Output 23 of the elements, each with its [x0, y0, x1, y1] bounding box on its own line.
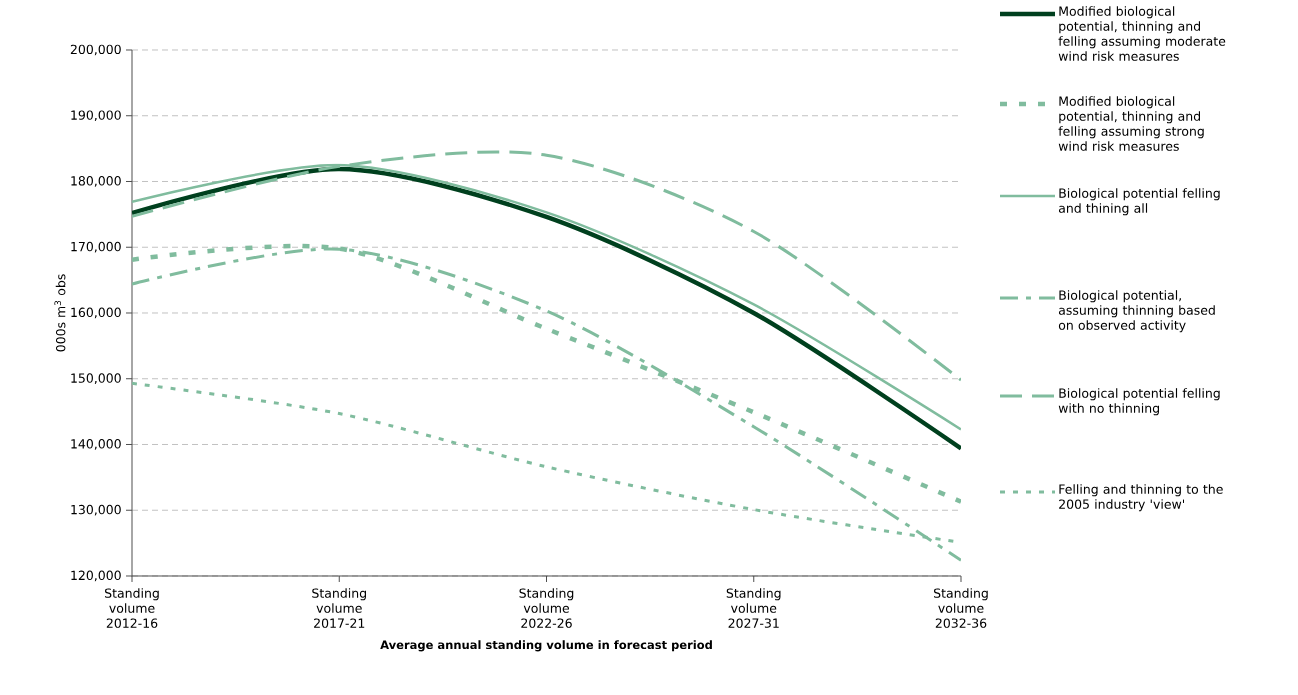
x-axis-title: Average annual standing volume in forecast period: [380, 640, 712, 652]
legend-label: Modified biological potential, thinning and felling assuming moderate wind risk measures: [1058, 6, 1226, 61]
y-tick-label: 120,000: [71, 570, 121, 582]
y-tick-label: 190,000: [71, 110, 121, 122]
legend-label: Felling and thinning to the 2005 industry 'view': [1059, 484, 1223, 512]
x-tick-label: Standing volume 2022-26: [519, 588, 574, 628]
legend-label: Biological potential felling and thining all: [1058, 188, 1220, 216]
y-tick-label: 150,000: [71, 373, 121, 385]
y-tick-label: 200,000: [70, 44, 121, 56]
y-axis-title: 000s m$^{3}$ obs: [54, 274, 66, 352]
x-tick-label: Standing volume 2027-31: [726, 588, 781, 628]
x-tick-label: Standing volume 2017-21: [312, 588, 366, 628]
x-tick-label: Standing volume 2032-36: [933, 588, 988, 628]
legend-label: Biological potential felling with no thinning: [1058, 388, 1220, 416]
y-tick-label: 160,000: [71, 307, 121, 319]
y-tick-label: 130,000: [71, 504, 121, 516]
legend-label: Biological potential, assuming thinning based on observed activity: [1058, 290, 1215, 333]
y-tick-label: 140,000: [71, 439, 121, 450]
y-tick-label: 180,000: [71, 176, 121, 187]
x-tick-label: Standing volume 2012-16: [105, 588, 159, 628]
legend-label: Modified biological potential, thinning and felling assuming strong wind risk measures: [1058, 96, 1204, 151]
y-tick-label: 170,000: [71, 241, 121, 253]
line-series: [132, 247, 961, 562]
